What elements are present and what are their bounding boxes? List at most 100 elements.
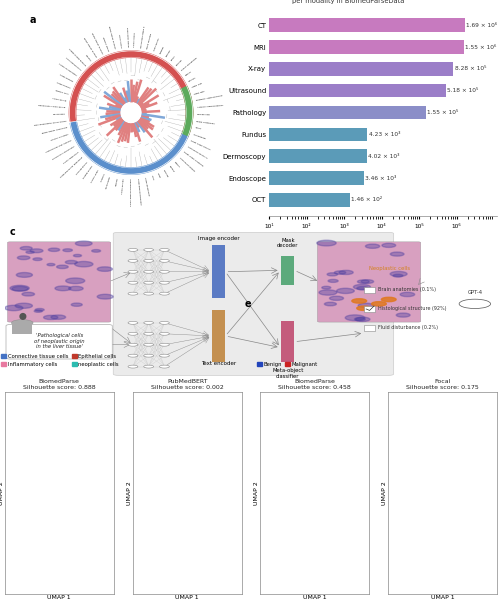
Point <box>299 574 307 584</box>
Point <box>25 539 33 548</box>
Text: Right heart atrium: Right heart atrium <box>190 140 210 150</box>
Point <box>32 457 40 466</box>
Point <box>459 495 467 505</box>
Point <box>79 453 87 463</box>
Point <box>56 482 64 492</box>
Point <box>194 520 202 530</box>
Point <box>310 396 318 406</box>
Point <box>189 462 197 472</box>
Point <box>145 503 153 513</box>
Circle shape <box>159 292 169 295</box>
Point <box>294 560 302 570</box>
Point <box>340 491 348 501</box>
Point <box>447 509 455 519</box>
Point <box>440 483 448 493</box>
Point <box>483 488 491 497</box>
Point <box>54 485 62 495</box>
Point <box>217 476 225 486</box>
Bar <box>363 325 374 331</box>
Point <box>305 523 313 532</box>
Point <box>294 464 302 474</box>
Y-axis label: UMAP 2: UMAP 2 <box>0 481 4 505</box>
Point <box>446 463 454 473</box>
Point <box>82 437 90 446</box>
Point <box>178 515 186 524</box>
Circle shape <box>399 292 414 296</box>
Point <box>321 548 329 558</box>
Point <box>309 488 317 497</box>
Point <box>84 443 92 452</box>
Point <box>438 490 446 499</box>
Point <box>203 497 211 507</box>
Point <box>196 511 204 520</box>
X-axis label: UMAP 1: UMAP 1 <box>302 595 326 600</box>
Circle shape <box>128 248 138 251</box>
Point <box>293 527 301 537</box>
Point <box>23 535 31 544</box>
Point <box>294 433 302 442</box>
Circle shape <box>324 302 336 306</box>
Text: Lymph node: Lymph node <box>91 170 99 183</box>
Text: Posterior hippocampus: Posterior hippocampus <box>195 95 222 101</box>
Point <box>25 542 33 552</box>
Point <box>59 493 67 503</box>
Point <box>187 464 195 474</box>
Point <box>195 511 203 520</box>
Point <box>464 479 472 489</box>
Point <box>290 494 298 504</box>
Point <box>146 425 154 435</box>
Point <box>200 489 208 499</box>
Text: 8.28 × 10⁵: 8.28 × 10⁵ <box>454 67 485 71</box>
Point <box>193 473 201 483</box>
Text: Heart: Heart <box>194 127 201 130</box>
Point <box>191 526 199 536</box>
Text: Kidney stone: Kidney stone <box>102 37 108 51</box>
Point <box>187 503 195 513</box>
Bar <box>0 149 366 163</box>
Text: Brain anatomies (0.1%): Brain anatomies (0.1%) <box>377 287 435 292</box>
Point <box>485 508 493 517</box>
Circle shape <box>381 297 395 302</box>
Point <box>310 548 318 558</box>
Point <box>298 482 306 492</box>
Point <box>195 499 203 509</box>
Point <box>198 489 206 499</box>
Point <box>291 532 299 541</box>
Point <box>342 462 350 472</box>
Point <box>455 521 463 530</box>
Point <box>197 528 205 538</box>
Point <box>312 509 320 519</box>
Circle shape <box>92 250 100 252</box>
Point <box>169 547 177 556</box>
Point <box>443 579 451 589</box>
Circle shape <box>159 332 169 335</box>
Point <box>314 506 322 516</box>
Point <box>470 467 478 477</box>
Point <box>294 482 302 491</box>
Point <box>162 538 170 548</box>
Circle shape <box>26 251 34 253</box>
Point <box>440 499 448 508</box>
Point <box>304 547 312 557</box>
Point <box>29 448 37 457</box>
Point <box>146 493 154 502</box>
Circle shape <box>351 299 366 303</box>
Point <box>28 454 36 463</box>
Point <box>78 439 86 448</box>
Point <box>339 482 347 491</box>
Point <box>203 489 211 499</box>
Point <box>303 494 311 503</box>
Point <box>473 518 481 527</box>
Point <box>343 478 351 487</box>
Text: Prostate: Prostate <box>100 173 105 182</box>
Point <box>335 497 343 507</box>
Point <box>196 500 204 509</box>
Text: 4.02 × 10³: 4.02 × 10³ <box>367 154 399 159</box>
Point <box>272 514 280 524</box>
Text: Lung: Lung <box>156 173 160 178</box>
Point <box>291 481 299 491</box>
Point <box>290 467 298 477</box>
Point <box>33 451 41 461</box>
Circle shape <box>356 306 371 310</box>
Point <box>335 497 343 507</box>
